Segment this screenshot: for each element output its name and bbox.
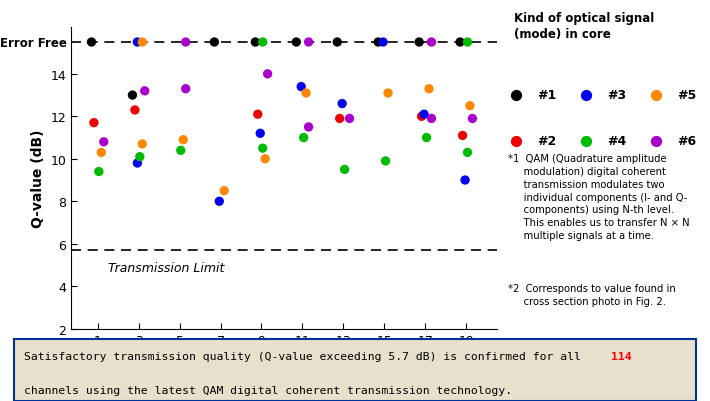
Point [426,40,437,46]
Point [416,114,427,120]
Point [252,112,263,118]
Text: #5: #5 [677,89,697,102]
Point [180,40,192,46]
Point [426,116,437,122]
Point [86,40,97,46]
Point [290,40,302,46]
Point [298,135,310,142]
Y-axis label: Q-value (dB): Q-value (dB) [31,129,45,228]
Point [262,71,273,78]
Text: Error Free: Error Free [0,36,67,49]
Point [413,40,425,46]
Text: #3: #3 [607,89,626,102]
Text: #1: #1 [537,89,557,102]
Point [131,40,143,46]
Point [454,40,466,46]
Point [175,148,187,154]
Point [96,150,107,156]
Point [129,107,141,114]
Point [98,139,109,146]
X-axis label: Core number *1: Core number *1 [222,351,346,365]
Text: #6: #6 [677,135,697,148]
Point [383,91,394,97]
Point [93,169,104,175]
Text: #4: #4 [607,135,626,148]
Point [257,146,268,152]
Point [257,40,268,46]
Point [337,101,348,107]
Point [134,154,146,160]
Point [88,120,99,127]
Point [250,40,261,46]
Point [339,167,350,173]
Text: 114: 114 [611,351,632,361]
Point [300,91,312,97]
Point [259,156,271,162]
Point [303,124,315,131]
Text: Satisfactory transmission quality (Q-value exceeding 5.7 dB) is confirmed for al: Satisfactory transmission quality (Q-val… [24,351,595,361]
Point [373,40,384,46]
Text: Kind of optical signal
(mode) in core: Kind of optical signal (mode) in core [514,12,655,41]
Point [136,40,148,46]
FancyBboxPatch shape [14,339,696,401]
Point [136,141,148,148]
Point [295,84,307,91]
Point [127,93,138,99]
Point [139,88,151,95]
Point [209,40,220,46]
Point [464,103,476,109]
Point [131,160,143,167]
Point [462,40,473,46]
Point [378,40,389,46]
Point [180,86,192,93]
Point [344,116,355,122]
Point [178,137,189,144]
Point [423,86,435,93]
Point [462,150,473,156]
Point [466,116,478,122]
Text: Satisfactory transmission quality (Q-value exceeding 5.7 dB) is confirmed for al: Satisfactory transmission quality (Q-val… [24,351,616,361]
Text: Transmission Limit: Transmission Limit [108,261,224,274]
Point [214,198,225,205]
Point [303,40,315,46]
Point [457,133,469,139]
Point [334,116,345,122]
Point [459,177,471,184]
Point [421,135,432,142]
Point [219,188,230,194]
Text: *2  Corresponds to value found in
     cross section photo in Fig. 2.: *2 Corresponds to value found in cross s… [508,283,676,306]
Point [332,40,343,46]
Point [418,112,430,118]
Point [380,158,391,165]
Text: channels using the latest QAM digital coherent transmission technology.: channels using the latest QAM digital co… [24,385,513,395]
Text: *1  QAM (Quadrature amplitude
     modulation) digital coherent
     transmissio: *1 QAM (Quadrature amplitude modulation)… [508,154,690,241]
Point [255,131,266,137]
Text: #2: #2 [537,135,557,148]
